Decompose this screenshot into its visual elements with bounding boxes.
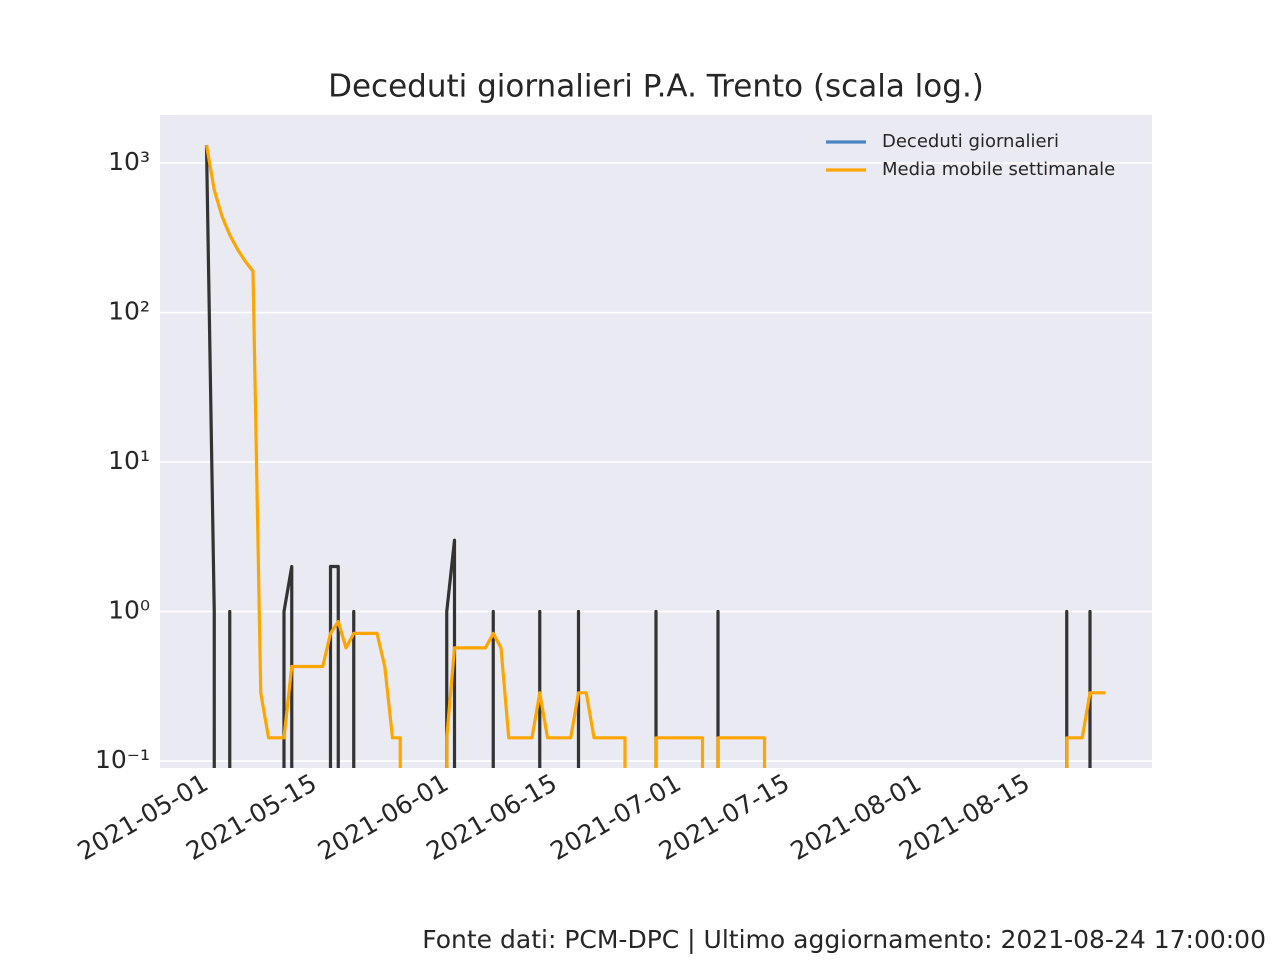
footer: Fonte dati: PCM-DPC | Ultimo aggiornamen…	[422, 925, 1266, 954]
y-tick-label: 10⁻¹	[95, 745, 150, 774]
chart-title: Deceduti giornalieri P.A. Trento (scala …	[328, 69, 984, 105]
legend-label: Deceduti giornalieri	[882, 131, 1059, 152]
series-line	[204, 144, 1106, 768]
legend-label: Media mobile settimanale	[882, 159, 1115, 180]
y-tick-label: 10¹	[108, 446, 150, 475]
y-tick-label: 10⁰	[108, 596, 150, 625]
series-line	[204, 144, 1092, 768]
y-tick-label: 10²	[108, 297, 150, 326]
y-tick-label: 10³	[108, 147, 150, 176]
